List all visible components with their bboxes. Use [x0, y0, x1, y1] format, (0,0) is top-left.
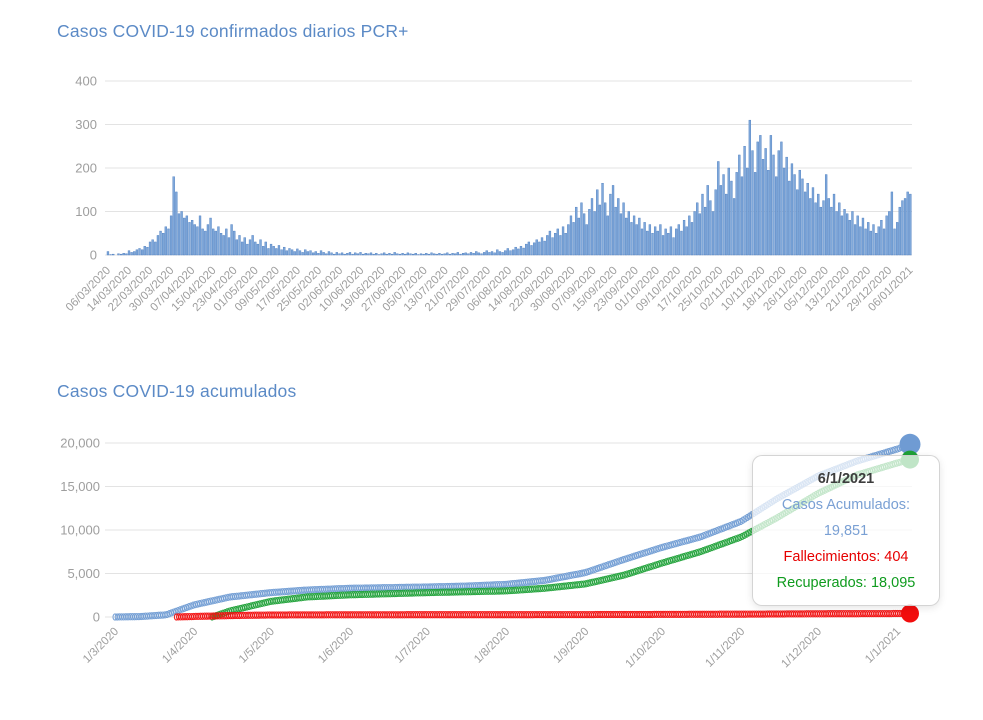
daily-y-axis-labels: 0 100 200 300 400 — [75, 74, 97, 263]
daily-x-axis-labels: 06/03/202014/03/202022/03/202030/03/2020… — [64, 265, 916, 314]
svg-text:1/10/2020: 1/10/2020 — [623, 626, 668, 671]
daily-gridlines — [105, 80, 912, 256]
svg-text:1/3/2020: 1/3/2020 — [81, 626, 121, 666]
tooltip-accumulated: Casos Acumulados: 19,851 — [781, 497, 911, 539]
cumulative-cases-line-chart[interactable]: 0 5,000 10,000 15,000 20,000 1/3/2020 1/4/2020… — [0, 410, 983, 720]
svg-text:200: 200 — [75, 161, 97, 176]
cumulative-x-axis-labels: 1/3/2020 1/4/2020 1/5/2020 1/6/2020 1/7/2020… — [81, 626, 903, 671]
daily-cases-bar-chart[interactable]: 0 100 200 300 400 06/03/202014/03/202022/03/2… — [0, 55, 983, 365]
svg-text:1/12/2020: 1/12/2020 — [779, 626, 824, 671]
svg-text:20,000: 20,000 — [60, 436, 100, 451]
svg-text:1/8/2020: 1/8/2020 — [472, 626, 512, 666]
daily-bars[interactable] — [106, 119, 912, 256]
svg-text:10,000: 10,000 — [60, 523, 100, 538]
svg-text:1/6/2020: 1/6/2020 — [316, 626, 356, 666]
svg-text:1/7/2020: 1/7/2020 — [393, 626, 433, 666]
svg-text:15,000: 15,000 — [60, 479, 100, 494]
tooltip: 6/1/2021 Casos Acumulados: 19,851 Fallec… — [752, 455, 940, 606]
svg-text:1/1/2021: 1/1/2021 — [863, 626, 903, 666]
svg-text:0: 0 — [93, 610, 100, 625]
end-dot-casos-acumulados[interactable] — [899, 433, 921, 455]
svg-text:400: 400 — [75, 74, 97, 89]
svg-text:100: 100 — [75, 204, 97, 219]
svg-text:300: 300 — [75, 117, 97, 132]
series-fallecimientos[interactable] — [173, 609, 912, 621]
tooltip-date: 6/1/2021 — [817, 471, 875, 487]
tooltip-deaths: Fallecimientos: 404 — [783, 549, 909, 565]
tooltip-recovered: Recuperados: 18,095 — [776, 575, 916, 591]
svg-text:1/11/2020: 1/11/2020 — [703, 626, 747, 670]
svg-text:5,000: 5,000 — [67, 566, 100, 581]
svg-text:1/4/2020: 1/4/2020 — [160, 626, 200, 666]
end-dot-fallecimientos[interactable] — [901, 604, 919, 623]
svg-text:0: 0 — [90, 248, 97, 263]
daily-chart-title: Casos COVID-19 confirmados diarios PCR+ — [57, 21, 409, 41]
svg-text:1/9/2020: 1/9/2020 — [551, 626, 591, 666]
cumulative-y-axis-labels: 0 5,000 10,000 15,000 20,000 — [60, 436, 100, 625]
svg-text:1/5/2020: 1/5/2020 — [237, 626, 277, 666]
cumulative-chart-title: Casos COVID-19 acumulados — [57, 381, 297, 401]
